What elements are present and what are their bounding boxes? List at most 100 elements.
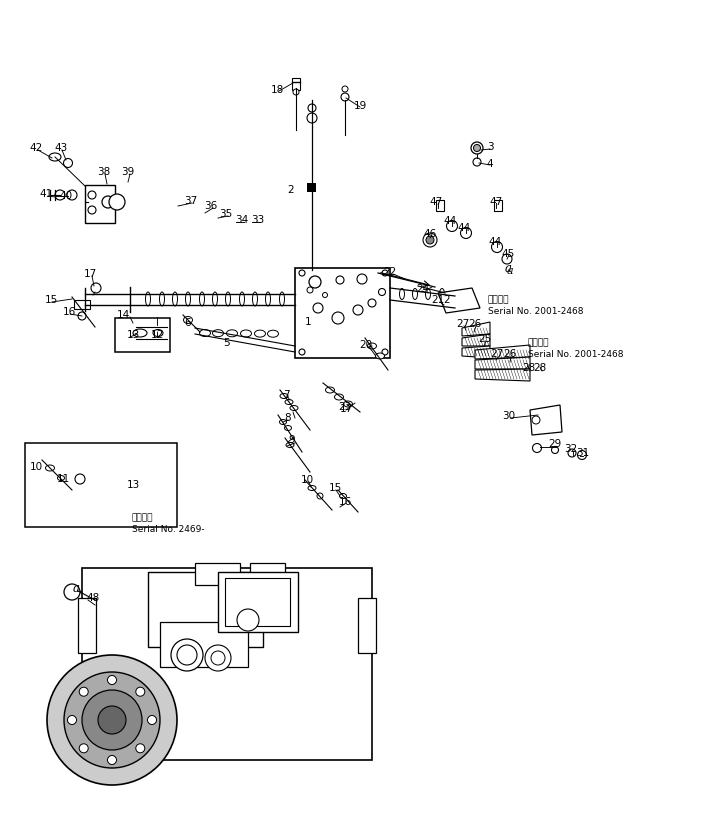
Circle shape [378, 288, 386, 296]
Circle shape [473, 145, 480, 151]
Circle shape [293, 89, 299, 95]
Ellipse shape [426, 288, 431, 300]
Ellipse shape [335, 394, 343, 400]
Circle shape [357, 274, 367, 284]
Circle shape [64, 584, 80, 600]
Text: 適用号筟: 適用号筟 [132, 513, 154, 522]
Text: 13: 13 [126, 480, 139, 490]
Text: 36: 36 [205, 201, 218, 211]
Ellipse shape [146, 292, 151, 306]
Text: 9: 9 [289, 435, 295, 445]
Text: 27: 27 [490, 349, 503, 359]
Circle shape [237, 609, 259, 631]
Circle shape [309, 276, 321, 288]
Ellipse shape [153, 329, 163, 337]
Text: 28: 28 [523, 363, 536, 373]
Circle shape [382, 270, 388, 276]
Ellipse shape [254, 330, 266, 337]
Ellipse shape [213, 292, 218, 306]
Text: 17: 17 [340, 404, 353, 414]
Polygon shape [475, 357, 530, 369]
Text: 45: 45 [501, 249, 515, 259]
Bar [115, 318, 170, 352]
Ellipse shape [133, 329, 147, 337]
Bar [25, 443, 177, 527]
Bar [307, 183, 316, 192]
Bar [494, 200, 502, 211]
Ellipse shape [268, 330, 279, 337]
Circle shape [63, 158, 73, 167]
Text: 22: 22 [383, 267, 396, 277]
Circle shape [108, 756, 116, 765]
Ellipse shape [340, 493, 347, 498]
Text: a: a [505, 261, 511, 275]
Text: 5: 5 [223, 338, 229, 348]
Text: 32: 32 [564, 444, 577, 454]
Circle shape [205, 645, 231, 671]
Text: 16: 16 [62, 307, 75, 317]
Ellipse shape [290, 405, 298, 410]
Circle shape [67, 716, 77, 725]
Circle shape [382, 349, 388, 355]
Ellipse shape [240, 292, 245, 306]
Text: 15: 15 [328, 483, 342, 493]
Text: 19: 19 [353, 101, 367, 111]
Circle shape [82, 690, 142, 750]
Bar [225, 578, 290, 626]
Circle shape [492, 242, 503, 252]
Text: a: a [507, 266, 513, 276]
Circle shape [78, 312, 86, 320]
Text: 24: 24 [416, 284, 429, 294]
Circle shape [471, 142, 483, 154]
Text: 40: 40 [60, 191, 73, 201]
Bar [195, 563, 240, 585]
Text: 43: 43 [55, 143, 67, 153]
Ellipse shape [200, 292, 205, 306]
Text: 23: 23 [338, 402, 352, 412]
Ellipse shape [376, 353, 385, 359]
Circle shape [342, 86, 348, 92]
Text: 6: 6 [185, 318, 191, 328]
Ellipse shape [439, 288, 444, 300]
Circle shape [299, 349, 305, 355]
Circle shape [447, 221, 457, 231]
Text: 13: 13 [126, 330, 139, 340]
Polygon shape [530, 405, 562, 435]
Circle shape [313, 303, 323, 313]
Circle shape [317, 493, 323, 499]
Text: 18: 18 [271, 85, 284, 95]
Text: 41: 41 [39, 189, 52, 199]
Text: 適用号筟: 適用号筟 [488, 295, 510, 304]
Bar [292, 78, 300, 90]
Text: 46: 46 [424, 229, 437, 239]
Circle shape [368, 299, 376, 307]
Polygon shape [475, 345, 530, 359]
Circle shape [147, 716, 157, 725]
Text: 48: 48 [86, 593, 100, 603]
Text: 29: 29 [549, 439, 561, 449]
Text: 34: 34 [236, 215, 248, 225]
Circle shape [136, 687, 145, 696]
Ellipse shape [266, 292, 271, 306]
Text: 35: 35 [220, 209, 233, 219]
Bar [218, 572, 298, 632]
Circle shape [308, 104, 316, 112]
Text: 10: 10 [29, 462, 42, 472]
Circle shape [47, 655, 177, 785]
Text: 44: 44 [457, 223, 470, 233]
Bar [436, 200, 444, 211]
Bar [85, 185, 115, 223]
Text: 39: 39 [121, 167, 135, 177]
Circle shape [577, 450, 587, 459]
Ellipse shape [279, 419, 286, 425]
Text: Serial No. 2001-2468: Serial No. 2001-2468 [528, 350, 623, 359]
Circle shape [88, 191, 96, 199]
Text: 14: 14 [116, 310, 130, 320]
Text: Serial No. 2469-: Serial No. 2469- [132, 525, 205, 534]
Ellipse shape [286, 443, 294, 448]
Ellipse shape [200, 329, 210, 337]
Text: 30: 30 [503, 411, 516, 421]
Text: 47: 47 [490, 197, 503, 207]
Circle shape [307, 287, 313, 293]
Text: 33: 33 [251, 215, 265, 225]
